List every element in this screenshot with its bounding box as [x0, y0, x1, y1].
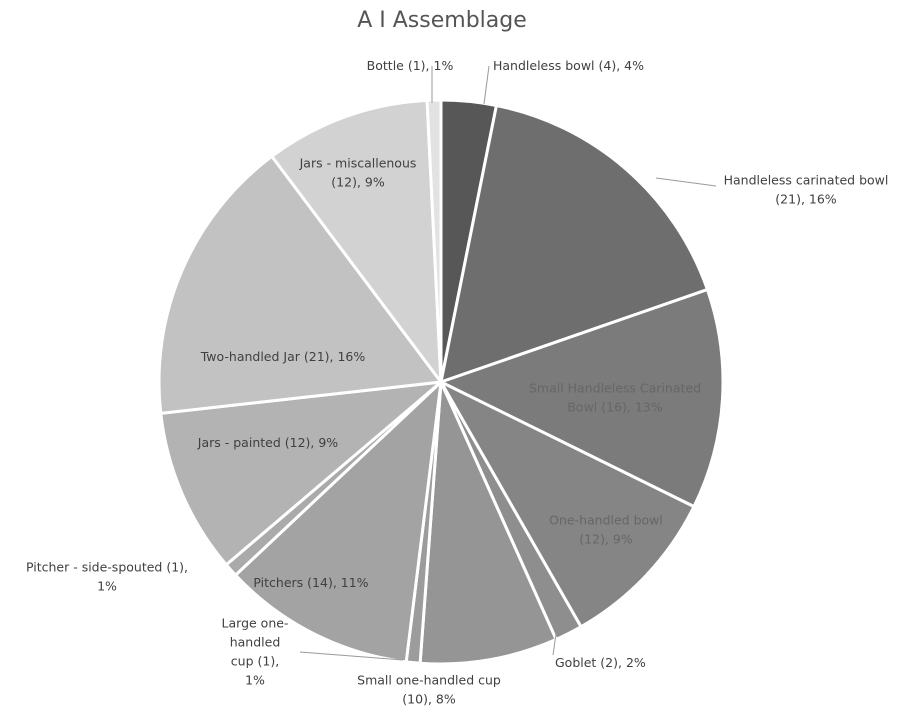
data-label: Bottle (1), 1%	[367, 58, 454, 73]
data-label: (12), 9%	[331, 175, 385, 190]
data-label: Handleless carinated bowl	[724, 173, 889, 188]
data-label: Bowl (16), 13%	[567, 400, 662, 415]
pie-slice-one-handled-bowl	[437, 378, 696, 629]
leader-line	[655, 177, 717, 187]
leader-line	[483, 65, 490, 105]
chart-title: A I Assemblage	[357, 8, 527, 33]
data-label: Jars - miscallenous	[299, 156, 417, 171]
pie-slice-small-handleless-carinated-bowl	[437, 287, 725, 509]
data-label: (12), 9%	[579, 532, 633, 547]
data-label: (21), 16%	[775, 192, 837, 207]
data-label: One-handled bowl	[549, 513, 663, 528]
leader-line	[299, 651, 404, 661]
data-label: Small Handleless Carinated	[529, 381, 701, 396]
data-label: Pitcher - side-spouted (1),	[26, 560, 188, 575]
data-label: Pitchers (14), 11%	[253, 575, 368, 590]
pie-slice-jars-painted	[159, 379, 446, 567]
pie-slice-jars-miscallenous	[269, 98, 443, 387]
data-label: 1%	[245, 673, 265, 688]
data-label: Large one-	[222, 616, 289, 631]
pie-slice-handleless-carinated-bowl	[439, 103, 710, 385]
leader-lines	[299, 65, 717, 661]
pie-slice-small-one-handled-cup	[418, 381, 559, 666]
data-label: 1%	[97, 579, 117, 594]
data-label: handled	[230, 635, 281, 650]
data-label: (10), 8%	[402, 692, 456, 707]
pie-slices	[157, 98, 725, 666]
pie-slice-pitchers	[233, 378, 444, 664]
data-label: Small one-handled cup	[357, 673, 501, 688]
slice-labels: Handleless bowl (4), 4% Handleless carina…	[26, 58, 888, 707]
data-label: Jars - painted (12), 9%	[197, 435, 339, 450]
data-label: cup (1),	[231, 654, 279, 669]
leader-line	[552, 633, 557, 656]
data-label: Two-handled Jar (21), 16%	[200, 349, 366, 364]
pie-slice-bottle	[425, 98, 443, 383]
pie-slice-two-handled-jar	[157, 154, 444, 415]
data-label: Goblet (2), 2%	[555, 655, 646, 670]
data-label: Handleless bowl (4), 4%	[493, 58, 644, 73]
